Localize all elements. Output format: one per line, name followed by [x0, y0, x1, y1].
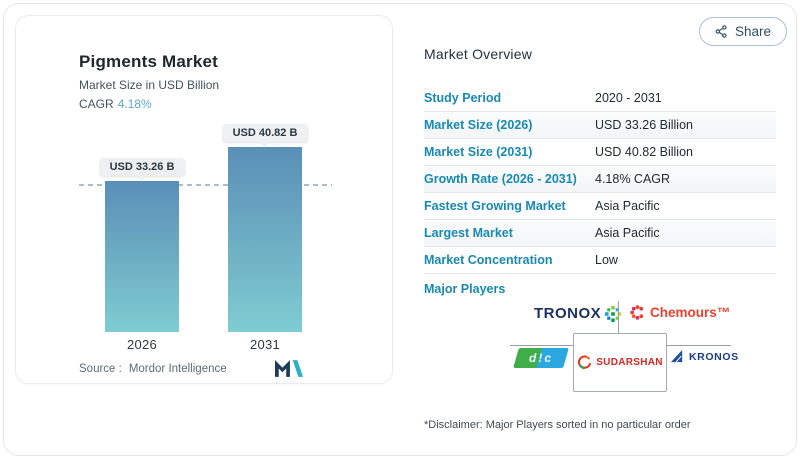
reference-dashed-line [79, 184, 332, 186]
x-axis-label-2031: 2031 [249, 337, 281, 352]
source-name: Mordor Intelligence [128, 363, 227, 375]
disclaimer-text: *Disclaimer: Major Players sorted in no … [424, 419, 691, 431]
major-players-label: Major Players [424, 282, 506, 296]
share-button[interactable]: Share [698, 17, 787, 46]
row-value: Asia Pacific [595, 199, 660, 213]
kronos-sail-icon [670, 349, 685, 364]
sudarshan-swirl-icon [577, 355, 592, 370]
player-logo-sudarshan-box: SUDARSHAN [573, 333, 667, 392]
overview-title: Market Overview [424, 46, 533, 62]
table-row: Growth Rate (2026 - 2031) 4.18% CAGR [424, 166, 776, 193]
row-value: USD 33.26 Billion [595, 118, 693, 132]
dic-parallelogram: d!c [513, 348, 569, 368]
share-button-label: Share [734, 24, 771, 39]
kronos-wordmark: KRONOS [689, 350, 739, 363]
bar-2026-fill [105, 181, 179, 332]
row-label: Market Concentration [424, 253, 553, 267]
x-axis-label-2026: 2026 [126, 337, 158, 352]
cagr-label: CAGR [79, 97, 114, 111]
share-icon [715, 25, 728, 38]
row-value: Asia Pacific [595, 226, 660, 240]
table-row: Market Concentration Low [424, 247, 776, 274]
player-logo-chemours: Chemours™ [630, 305, 730, 320]
table-row: Market Size (2026) USD 33.26 Billion [424, 112, 776, 139]
chart-subtitle: Market Size in USD Billion [79, 78, 220, 92]
chart-card: Pigments Market Market Size in USD Billi… [15, 15, 393, 384]
cagr-value: 4.18% [117, 97, 152, 111]
source-label: Source : [79, 363, 122, 375]
player-logo-dic: d!c [513, 348, 569, 368]
chart-header: Pigments Market Market Size in USD Billi… [79, 52, 219, 111]
table-row: Fastest Growing Market Asia Pacific [424, 193, 776, 220]
players-vertical-divider [618, 301, 619, 333]
sudarshan-wordmark: SUDARSHAN [596, 357, 663, 368]
chemours-wordmark: Chemours™ [650, 305, 731, 320]
row-label: Growth Rate (2026 - 2031) [424, 172, 577, 186]
bar-2031-fill [228, 147, 302, 332]
bar-2031: USD 40.82 B 2031 [222, 124, 308, 352]
tronox-pinwheel-icon [605, 305, 622, 322]
row-label: Largest Market [424, 226, 513, 240]
table-row: Study Period 2020 - 2031 [424, 85, 776, 112]
row-value: 2020 - 2031 [595, 91, 662, 105]
row-label: Study Period [424, 91, 502, 105]
row-label: Fastest Growing Market [424, 199, 566, 213]
overview-table: Study Period 2020 - 2031 Market Size (20… [424, 85, 776, 274]
mordor-intelligence-logo-icon [275, 360, 303, 377]
chemours-molecule-icon [630, 305, 645, 320]
cagr-row: CAGR 4.18% [79, 97, 219, 111]
chart-title: Pigments Market [79, 52, 219, 71]
row-label: Market Size (2031) [424, 145, 533, 159]
player-logo-tronox: TRONOX [534, 305, 622, 322]
dic-wordmark: d!c [529, 351, 553, 365]
table-row: Largest Market Asia Pacific [424, 220, 776, 247]
row-label: Market Size (2026) [424, 118, 533, 132]
bar-2031-value-tooltip: USD 40.82 B [222, 124, 308, 142]
source-attribution: Source : Mordor Intelligence [79, 363, 227, 375]
bar-2026: USD 33.26 B 2026 [99, 158, 185, 352]
player-logo-kronos: KRONOS [670, 349, 739, 364]
bar-2026-value-tooltip: USD 33.26 B [99, 158, 185, 176]
row-value: 4.18% CAGR [595, 172, 671, 186]
row-value: Low [595, 253, 618, 267]
major-players-diagram: TRONOX Chemour [424, 300, 776, 396]
row-value: USD 40.82 Billion [595, 145, 693, 159]
tronox-wordmark: TRONOX [534, 305, 602, 322]
table-row: Market Size (2031) USD 40.82 Billion [424, 139, 776, 166]
